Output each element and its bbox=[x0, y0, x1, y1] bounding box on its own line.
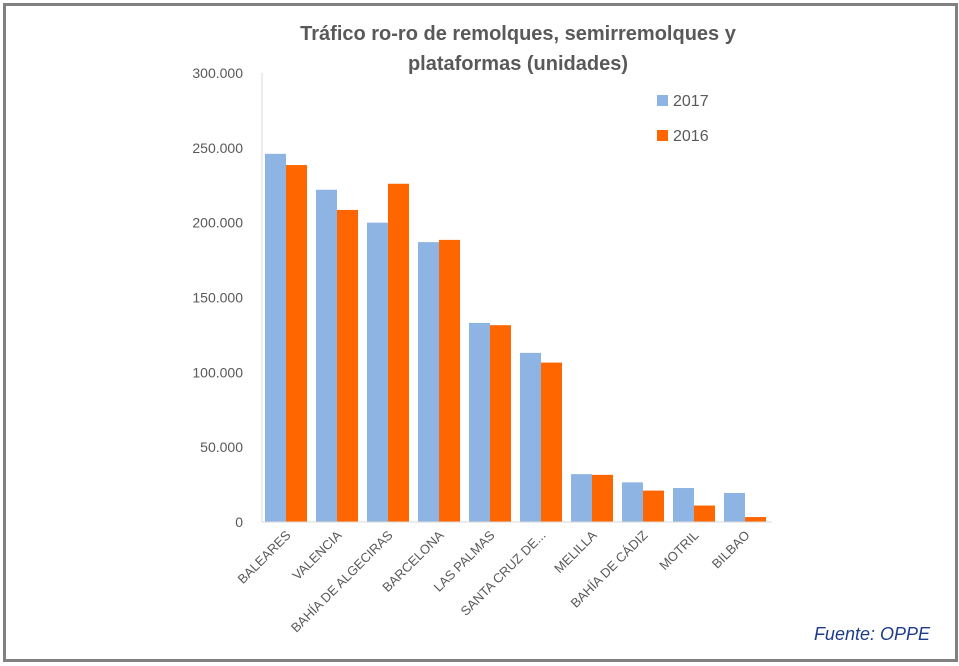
bar-2017-1 bbox=[316, 189, 337, 523]
bar-2016-4 bbox=[490, 325, 511, 522]
bar-2017-9 bbox=[724, 492, 745, 522]
x-tick-label: BAHÍA DE ALGECIRAS bbox=[288, 527, 396, 635]
bar-2017-7 bbox=[622, 482, 643, 522]
bar-2016-3 bbox=[439, 239, 460, 522]
bar-2016-5 bbox=[541, 362, 562, 522]
y-tick-label: 0 bbox=[235, 514, 243, 530]
x-tick-label: VALENCIA bbox=[289, 527, 345, 583]
x-tick-label: SANTA CRUZ DE... bbox=[457, 528, 548, 619]
bar-2017-4 bbox=[469, 322, 490, 522]
x-tick-label: BALEARES bbox=[234, 527, 293, 586]
bar-2017-6 bbox=[571, 474, 592, 522]
y-tick-label: 100.000 bbox=[192, 364, 243, 380]
y-tick-label: 300.000 bbox=[192, 65, 243, 81]
y-tick-label: 250.000 bbox=[192, 140, 243, 156]
x-tick-label: MELILLA bbox=[551, 527, 600, 576]
bar-2016-2 bbox=[388, 183, 409, 522]
bar-2017-2 bbox=[367, 222, 388, 522]
legend-swatch-2017 bbox=[657, 95, 668, 106]
legend-label-2017: 2017 bbox=[673, 93, 709, 110]
legend-label-2016: 2016 bbox=[673, 128, 709, 145]
chart-title-line-1: Tráfico ro-ro de remolques, semirremolqu… bbox=[300, 23, 737, 45]
bar-2016-0 bbox=[286, 165, 307, 523]
bar-2016-6 bbox=[592, 474, 613, 522]
y-tick-label: 150.000 bbox=[192, 290, 243, 306]
chart-title-line-2: plataformas (unidades) bbox=[408, 53, 628, 75]
bar-2017-8 bbox=[673, 488, 694, 522]
bar-2017-5 bbox=[520, 352, 541, 522]
bar-2017-3 bbox=[418, 242, 439, 522]
bar-2016-8 bbox=[694, 505, 715, 522]
y-tick-label: 200.000 bbox=[192, 215, 243, 231]
x-tick-label: BILBAO bbox=[709, 528, 753, 572]
source-note: Fuente: OPPE bbox=[814, 624, 931, 644]
bar-2016-7 bbox=[643, 490, 664, 522]
bar-2016-1 bbox=[337, 209, 358, 522]
legend-swatch-2016 bbox=[657, 130, 668, 141]
bar-2017-0 bbox=[265, 153, 286, 522]
x-tick-label: MOTRIL bbox=[656, 528, 701, 573]
bar-2016-9 bbox=[745, 517, 766, 522]
y-tick-label: 50.000 bbox=[200, 439, 243, 455]
